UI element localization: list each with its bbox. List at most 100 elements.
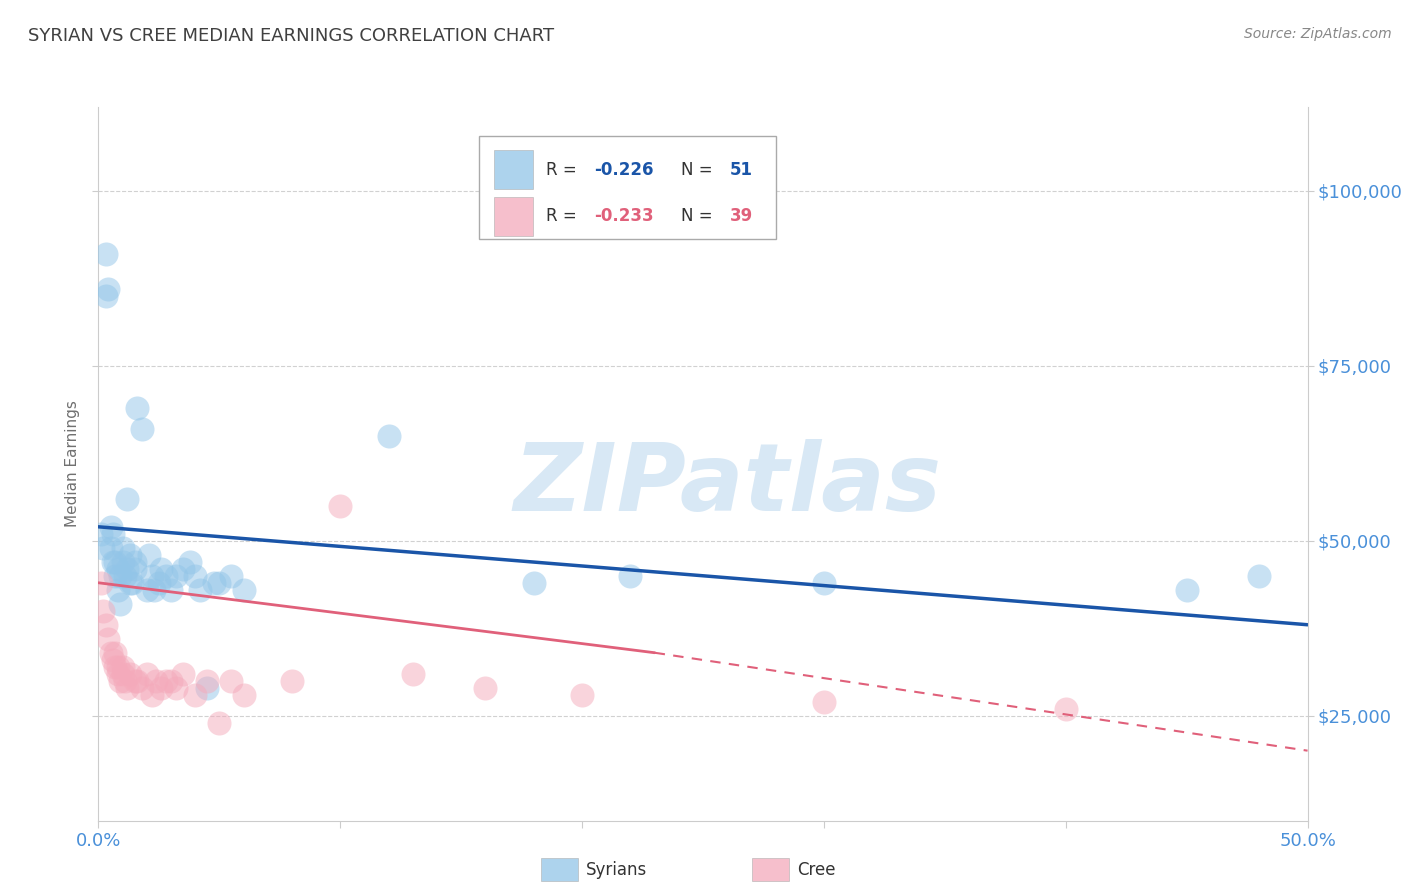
Point [150,562,173,576]
Point [117,491,139,506]
Point [1054,702,1077,716]
Point [141,568,163,582]
Point [377,429,399,443]
Point [97,282,120,296]
Point [90,575,112,590]
Text: Source: ZipAtlas.com: Source: ZipAtlas.com [1244,27,1392,41]
Point [145,673,167,688]
Point [104,555,127,569]
Point [165,681,187,695]
Point [141,688,163,702]
Point [150,681,173,695]
Point [1249,568,1271,582]
Point [91,604,114,618]
Text: 51: 51 [730,161,752,178]
Point [188,582,211,597]
Point [195,673,218,688]
Point [329,499,352,513]
Point [108,597,131,611]
Text: N =: N = [682,161,718,178]
Point [172,666,194,681]
Point [107,659,129,673]
Text: R =: R = [546,207,582,226]
Point [124,673,146,688]
Point [148,575,170,590]
Point [155,673,177,688]
Bar [494,196,533,235]
Point [114,568,136,582]
FancyBboxPatch shape [479,136,776,239]
Point [124,555,146,569]
Point [619,568,641,582]
Point [107,582,129,597]
Point [160,673,183,688]
Point [155,568,177,582]
Point [111,541,134,555]
Point [571,688,593,702]
Point [114,673,136,688]
Point [107,562,129,576]
Point [184,688,207,702]
Text: N =: N = [682,207,718,226]
Point [104,568,127,582]
Point [1175,582,1198,597]
Point [165,568,187,582]
Point [131,422,153,436]
Point [179,555,201,569]
Point [90,526,112,541]
Text: Cree: Cree [797,861,835,879]
Point [127,673,149,688]
Point [118,548,141,562]
Point [117,562,139,576]
Point [97,632,120,646]
Point [813,575,835,590]
Point [138,548,160,562]
Point [117,681,139,695]
Point [143,582,166,597]
Point [107,666,129,681]
Point [281,673,304,688]
Point [172,562,194,576]
Point [402,666,425,681]
Point [221,568,243,582]
Point [184,568,207,582]
Point [101,526,124,541]
Point [108,673,131,688]
Point [160,582,183,597]
Text: R =: R = [546,161,582,178]
Point [121,575,143,590]
Point [232,688,254,702]
Point [118,575,141,590]
Point [135,582,157,597]
Text: -0.233: -0.233 [595,207,654,226]
Point [108,568,131,582]
Point [208,715,231,730]
Point [94,289,117,303]
Text: -0.226: -0.226 [595,161,654,178]
Y-axis label: Median Earnings: Median Earnings [65,401,80,527]
Text: SYRIAN VS CREE MEDIAN EARNINGS CORRELATION CHART: SYRIAN VS CREE MEDIAN EARNINGS CORRELATI… [28,27,554,45]
Point [118,666,141,681]
Point [232,582,254,597]
Point [474,681,496,695]
Bar [494,150,533,189]
Point [94,247,117,261]
Point [523,575,546,590]
Point [104,659,127,673]
Point [100,646,122,660]
Point [204,575,226,590]
Point [195,681,218,695]
Point [221,673,243,688]
Point [101,653,124,667]
Point [131,681,153,695]
Point [94,617,117,632]
Point [91,541,114,555]
Point [100,520,122,534]
Point [111,666,134,681]
Point [135,666,157,681]
Point [101,555,124,569]
Point [104,646,127,660]
Point [111,659,134,673]
Point [813,695,835,709]
Point [127,401,149,415]
